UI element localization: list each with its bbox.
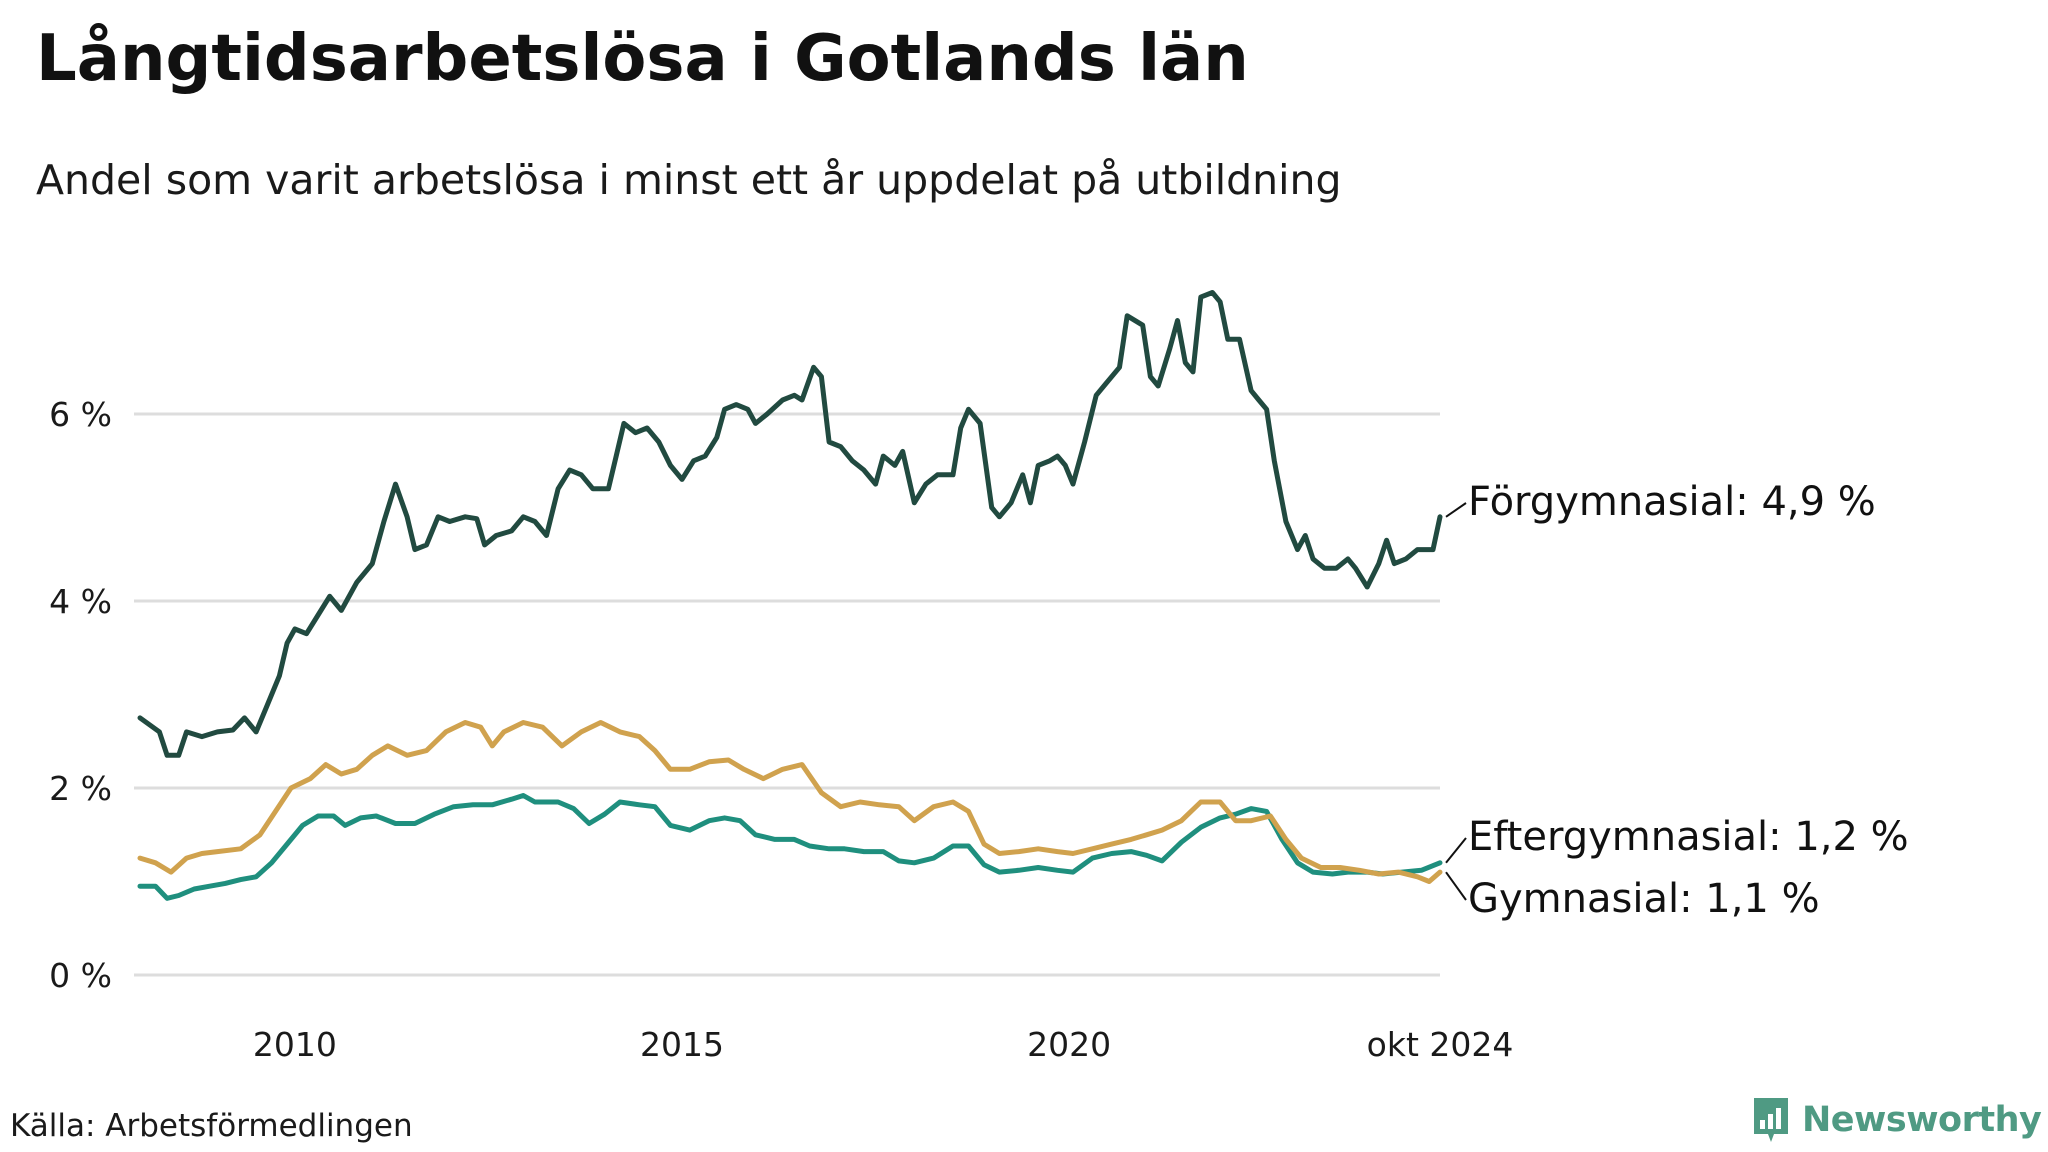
series-end-label: Förgymnasial: 4,9 %	[1468, 479, 1876, 525]
label-leader-line	[1445, 837, 1467, 864]
x-tick-label: 2010	[253, 1025, 337, 1064]
x-axis-tick-labels: 2010 2015 2020 okt 2024	[253, 1025, 1513, 1064]
x-tick-label: 2020	[1027, 1025, 1111, 1064]
series-end-label: Gymnasial: 1,1 %	[1468, 876, 1820, 922]
line-chart: 0 % 2 % 4 % 6 % 2010 2015 2020 okt 2024 Förgym…	[49, 290, 1909, 1064]
brand[interactable]: Newsworthy	[1752, 1096, 2042, 1144]
label-leader-line	[1445, 502, 1467, 518]
series-lines	[137, 290, 1443, 901]
series-line-gymnasial	[137, 720, 1443, 884]
series-line-eftergymnasial	[137, 793, 1443, 901]
y-tick-label: 0 %	[49, 956, 112, 995]
y-tick-label: 4 %	[49, 582, 112, 621]
label-leader-line	[1445, 871, 1467, 901]
x-tick-label: 2015	[640, 1025, 724, 1064]
y-tick-label: 2 %	[49, 769, 112, 808]
y-axis-tick-labels: 0 % 2 % 4 % 6 %	[49, 395, 112, 995]
page-subtitle: Andel som varit arbetslösa i minst ett å…	[36, 156, 1342, 204]
brand-name: Newsworthy	[1802, 1100, 2042, 1140]
series-line-förgymnasial	[137, 290, 1443, 758]
source-note: Källa: Arbetsförmedlingen	[10, 1108, 413, 1144]
x-tick-label: okt 2024	[1367, 1025, 1514, 1064]
series-end-label: Eftergymnasial: 1,2 %	[1468, 814, 1909, 860]
series-end-labels: Förgymnasial: 4,9 % Eftergymnasial: 1,2 %…	[1445, 479, 1909, 922]
y-tick-label: 6 %	[49, 395, 112, 434]
page-title: Långtidsarbetslösa i Gotlands län	[36, 22, 1249, 96]
gridlines	[134, 412, 1440, 977]
newsworthy-logo-icon	[1754, 1098, 1788, 1142]
